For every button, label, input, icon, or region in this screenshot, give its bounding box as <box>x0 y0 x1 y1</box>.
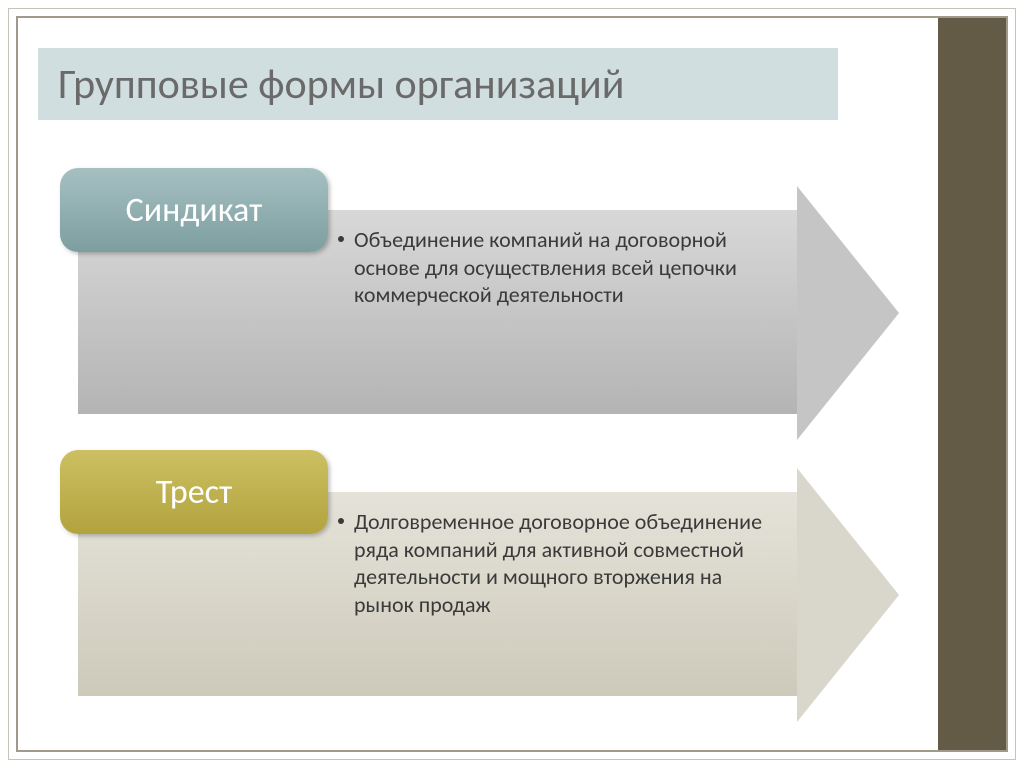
diagram-row: Трест Долговременное договорное объедине… <box>60 450 900 696</box>
bullet-icon <box>338 518 344 524</box>
label-box-trust: Трест <box>60 450 328 534</box>
description-body: Долговременное договорное объединение ря… <box>354 508 763 618</box>
description-text: Объединение компаний на договорной основ… <box>338 220 763 410</box>
diagram-row: Синдикат Объединение компаний на договор… <box>60 168 900 414</box>
page-title: Групповые формы организаций <box>58 59 624 110</box>
bullet-icon <box>338 236 344 242</box>
title-band: Групповые формы организаций <box>38 48 838 120</box>
label-text: Синдикат <box>126 190 263 231</box>
label-text: Трест <box>156 472 232 513</box>
diagram-content: Синдикат Объединение компаний на договор… <box>60 168 900 732</box>
label-box-syndicate: Синдикат <box>60 168 328 252</box>
description-body: Объединение компаний на договорной основ… <box>354 226 763 309</box>
side-stripe <box>938 18 1006 750</box>
description-text: Долговременное договорное объединение ря… <box>338 502 763 692</box>
